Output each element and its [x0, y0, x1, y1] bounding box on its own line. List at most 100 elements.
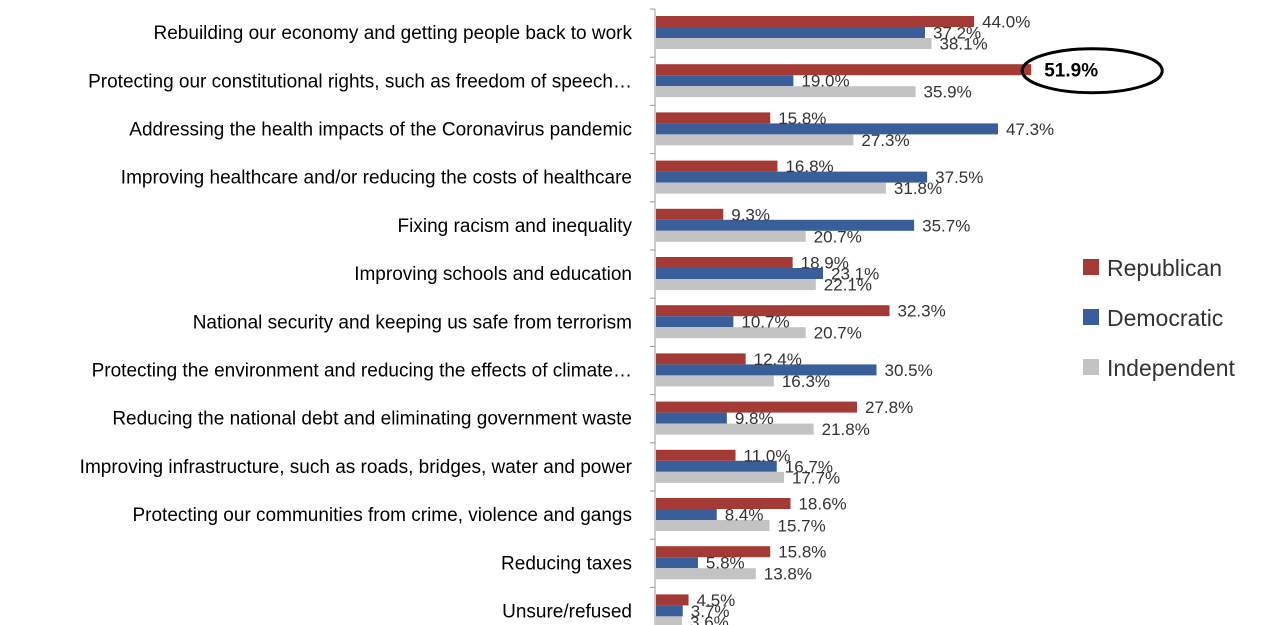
value-label-republican-13: 4.5%	[697, 591, 736, 610]
category-axis-ticks	[650, 8, 655, 588]
category-label-7: National security and keeping us safe fr…	[193, 312, 632, 333]
bar-independent-1	[656, 38, 932, 49]
value-label-independent-4: 31.8%	[894, 179, 942, 198]
category-label-3: Addressing the health impacts of the Cor…	[129, 120, 632, 141]
callout-value-label: 51.9%	[1044, 61, 1098, 82]
value-label-independent-5: 20.7%	[814, 227, 862, 246]
callout-ellipse	[1020, 47, 1164, 95]
bar-independent-2	[656, 86, 916, 98]
bar-democratic-11	[656, 509, 717, 520]
value-label-democratic-5: 35.7%	[922, 216, 970, 235]
bar-republican-1	[656, 16, 975, 27]
bar-independent-5	[656, 230, 806, 242]
bar-democratic-1	[656, 27, 925, 38]
value-label-independent-7: 20.7%	[814, 324, 862, 343]
category-label-12: Reducing taxes	[501, 553, 632, 574]
bar-democratic-13	[656, 605, 683, 617]
category-label-6: Improving schools and education	[354, 264, 632, 285]
bar-democratic-9	[656, 412, 727, 424]
value-label-republican-12: 15.8%	[778, 543, 826, 562]
bar-republican-11	[656, 498, 791, 509]
category-label-5: Fixing racism and inequality	[398, 216, 633, 237]
bar-democratic-2	[656, 75, 794, 87]
bar-republican-6	[656, 257, 793, 268]
value-label-republican-6: 18.9%	[801, 254, 849, 273]
value-label-democratic-4: 37.5%	[935, 168, 983, 187]
value-label-republican-9: 27.8%	[865, 398, 913, 417]
bar-republican-13	[656, 594, 689, 606]
value-label-independent-13: 3.6%	[690, 613, 729, 625]
value-label-democratic-9: 9.8%	[735, 409, 774, 428]
value-label-republican-8: 12.4%	[754, 350, 802, 369]
bar-republican-4	[656, 160, 778, 172]
value-label-republican-4: 16.8%	[785, 157, 833, 176]
category-label-1: Rebuilding our economy and getting peopl…	[154, 23, 633, 44]
value-label-democratic-2: 19.0%	[801, 72, 849, 91]
value-label-democratic-1: 37.2%	[933, 24, 981, 43]
bar-independent-12	[656, 568, 756, 580]
bar-democratic-3	[656, 123, 998, 135]
value-labels: 44.0%37.2%38.1% 19.0% 35.9% 15.8% 47.3% 27.3%…	[690, 13, 1054, 625]
bar-republican-12	[656, 546, 771, 558]
bar-independent-10	[656, 471, 784, 483]
bar-independent-7	[656, 327, 806, 339]
value-label-republican-7: 32.3%	[898, 302, 946, 321]
category-label-8: Protecting the environment and reducing …	[92, 361, 632, 382]
value-label-independent-3: 27.3%	[861, 131, 909, 150]
value-label-independent-9: 21.8%	[822, 420, 870, 439]
category-label-11: Protecting our communities from crime, v…	[132, 505, 632, 526]
bar-republican-5	[656, 208, 724, 220]
value-label-republican-3: 15.8%	[778, 109, 826, 128]
value-label-democratic-10: 16.7%	[785, 457, 833, 476]
category-label-13: Unsure/refused	[502, 602, 632, 623]
bar-republican-10	[656, 449, 736, 461]
bar-independent-8	[656, 375, 774, 387]
bar-democratic-6	[656, 268, 824, 279]
bar-democratic-8	[656, 364, 877, 376]
category-label-10: Improving infrastructure, such as roads,…	[80, 457, 633, 478]
value-label-independent-1: 38.1%	[939, 35, 987, 54]
bar-independent-9	[656, 423, 814, 435]
category-label-9: Reducing the national debt and eliminati…	[112, 409, 632, 430]
bar-democratic-12	[656, 557, 698, 569]
bar-republican-3	[656, 112, 771, 124]
value-label-democratic-7: 10.7%	[741, 313, 789, 332]
bar-independent-4	[656, 182, 886, 194]
bar-democratic-10	[656, 460, 777, 472]
value-label-independent-12: 13.8%	[764, 565, 812, 584]
highlight-callout: 51.9%	[1020, 47, 1164, 95]
category-labels: Rebuilding our economy and getting peopl…	[80, 23, 633, 622]
bars	[656, 16, 1032, 625]
value-label-democratic-8: 30.5%	[885, 361, 933, 380]
value-label-democratic-12: 5.8%	[706, 554, 745, 573]
legend-swatch-republican	[1083, 259, 1099, 275]
bar-democratic-4	[656, 171, 928, 183]
value-label-democratic-11: 8.4%	[725, 506, 764, 525]
legend-label-democratic: Democratic	[1107, 305, 1223, 331]
bar-republican-2	[656, 64, 1032, 76]
bar-republican-9	[656, 401, 857, 413]
value-label-democratic-13: 3.7%	[691, 602, 730, 621]
bar-republican-7	[656, 305, 890, 317]
legend: Republican Democratic Independent	[1083, 255, 1236, 381]
value-label-republican-1: 44.0%	[982, 13, 1030, 32]
value-label-republican-5: 9.3%	[731, 205, 770, 224]
bar-independent-6	[656, 279, 816, 290]
legend-swatch-democratic	[1083, 309, 1099, 325]
bar-independent-11	[656, 520, 770, 531]
value-label-democratic-3: 47.3%	[1006, 120, 1054, 139]
legend-label-independent: Independent	[1107, 355, 1236, 381]
bar-democratic-5	[656, 219, 915, 231]
value-label-independent-10: 17.7%	[792, 468, 840, 487]
value-label-republican-11: 18.6%	[798, 495, 846, 514]
legend-label-republican: Republican	[1107, 255, 1222, 281]
value-label-independent-2: 35.9%	[924, 83, 972, 102]
bar-republican-8	[656, 353, 746, 365]
value-label-independent-8: 16.3%	[782, 372, 830, 391]
value-label-democratic-6: 23.1%	[831, 265, 879, 284]
category-label-2: Protecting our constitutional rights, su…	[88, 71, 632, 92]
category-label-4: Improving healthcare and/or reducing the…	[121, 168, 632, 189]
bar-independent-13	[656, 616, 683, 625]
bar-independent-3	[656, 134, 854, 146]
